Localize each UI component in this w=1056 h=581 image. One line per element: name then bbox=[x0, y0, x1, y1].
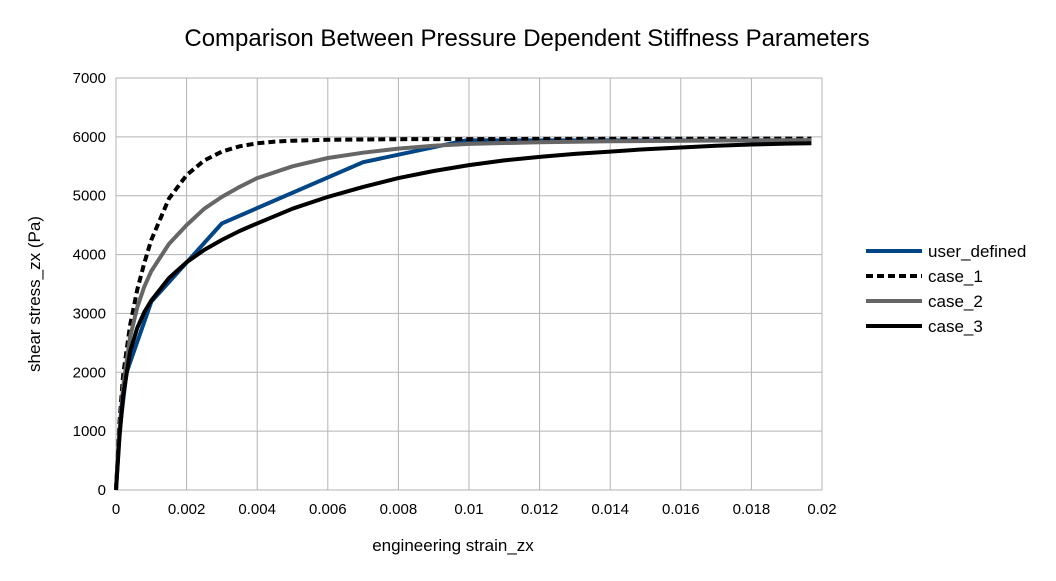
x-tick-label: 0 bbox=[112, 501, 120, 518]
series-line-user_defined bbox=[114, 138, 812, 491]
x-tick-label: 0.004 bbox=[238, 501, 276, 518]
x-tick-label: 0.006 bbox=[309, 501, 347, 518]
x-tick-label: 0.01 bbox=[454, 501, 483, 518]
series-lines bbox=[114, 136, 812, 491]
series-line-case_2 bbox=[114, 138, 812, 491]
y-tick-label: 1000 bbox=[73, 423, 106, 440]
y-tick-label: 5000 bbox=[73, 188, 106, 205]
y-tick-label: 6000 bbox=[73, 129, 106, 146]
legend-label-user_defined: user_defined bbox=[928, 242, 1026, 261]
y-tick-label: 7000 bbox=[73, 70, 106, 87]
y-tick-label: 0 bbox=[98, 482, 106, 499]
y-tick-label: 3000 bbox=[73, 305, 106, 322]
y-axis-ticks: 0 1000 2000 3000 4000 5000 6000 7000 bbox=[73, 70, 106, 499]
x-tick-label: 0.014 bbox=[591, 501, 629, 518]
series-line-case_1 bbox=[114, 136, 812, 491]
y-axis-label: shear stress_zx (Pa) bbox=[25, 216, 44, 372]
x-tick-label: 0.018 bbox=[733, 501, 771, 518]
x-tick-label: 0.02 bbox=[807, 501, 836, 518]
x-tick-label: 0.016 bbox=[662, 501, 700, 518]
x-axis-label: engineering strain_zx bbox=[372, 536, 534, 555]
y-tick-label: 2000 bbox=[73, 364, 106, 381]
legend: user_defined case_1 case_2 case_3 bbox=[866, 242, 1026, 336]
x-axis-ticks: 0 0.002 0.004 0.006 0.008 0.01 0.012 0.014 0.016… bbox=[112, 501, 837, 518]
x-tick-label: 0.012 bbox=[521, 501, 559, 518]
legend-label-case_1: case_1 bbox=[928, 267, 983, 286]
legend-label-case_3: case_3 bbox=[928, 317, 983, 336]
y-tick-label: 4000 bbox=[73, 247, 106, 264]
x-tick-label: 0.002 bbox=[168, 501, 206, 518]
plot-frame bbox=[115, 77, 823, 491]
legend-label-case_2: case_2 bbox=[928, 292, 983, 311]
series-line-case_3 bbox=[114, 141, 812, 491]
x-tick-label: 0.008 bbox=[380, 501, 418, 518]
chart-title: Comparison Between Pressure Dependent St… bbox=[184, 25, 869, 52]
